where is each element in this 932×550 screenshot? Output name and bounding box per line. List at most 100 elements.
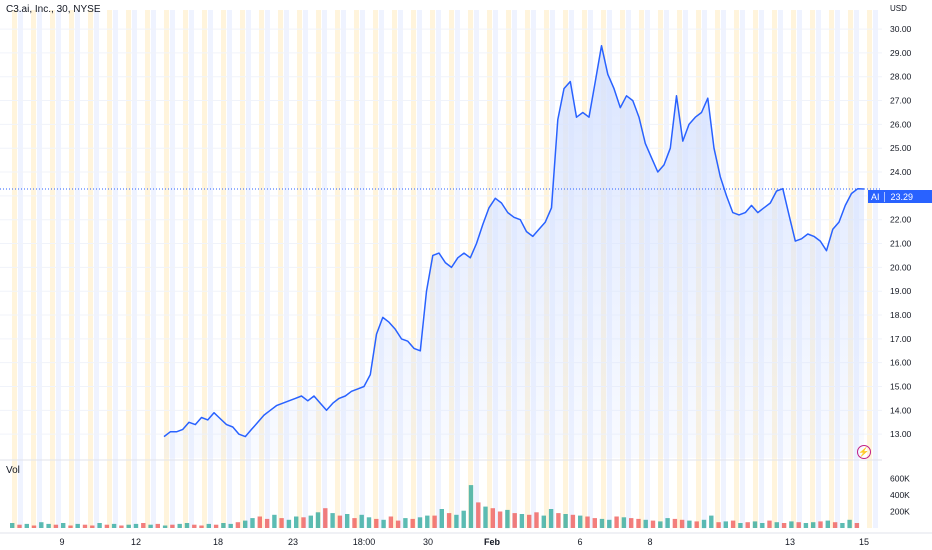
pre-market-band xyxy=(88,10,93,528)
pre-market-band xyxy=(221,10,226,528)
y-tick-label: 14.00 xyxy=(890,405,912,415)
post-market-band xyxy=(56,10,61,528)
x-tick-label: 18 xyxy=(213,537,223,547)
volume-bar xyxy=(199,525,204,528)
x-tick-label: 13 xyxy=(785,537,795,547)
volume-bar xyxy=(672,518,678,528)
post-market-band xyxy=(360,10,365,528)
x-tick-label: 15 xyxy=(859,537,869,547)
post-market-band xyxy=(398,10,403,528)
volume-bar xyxy=(803,523,809,528)
pre-market-band xyxy=(354,10,359,528)
pre-market-band xyxy=(240,10,245,528)
price-line xyxy=(163,44,865,438)
volume-bar xyxy=(585,516,590,528)
volume-bar xyxy=(461,510,466,528)
volume-bar xyxy=(17,524,22,528)
volume-bar xyxy=(264,518,270,528)
volume-pane xyxy=(10,485,860,529)
axes: 13.00 14.00 15.00 16.00 17.00 18.00 19.00 20.00… xyxy=(0,24,932,547)
volume-bar xyxy=(534,512,539,528)
volume-bar xyxy=(643,519,648,529)
post-market-band xyxy=(170,10,175,528)
post-market-band xyxy=(284,10,289,528)
y-tick-label: 13.00 xyxy=(890,429,912,439)
volume-bar xyxy=(730,520,736,528)
y-tick-label: 24.00 xyxy=(890,167,912,177)
volume-bar xyxy=(687,520,692,528)
volume-tick-label: 400K xyxy=(890,490,910,500)
pre-market-band xyxy=(316,10,321,528)
volume-bar xyxy=(206,523,211,528)
volume-bar xyxy=(24,523,29,528)
symbol-title: C3.ai, Inc., 30, NYSE xyxy=(6,4,101,15)
volume-tick-label: 200K xyxy=(890,507,910,517)
x-tick-label: 23 xyxy=(288,537,298,547)
y-tick-label: 28.00 xyxy=(890,72,912,82)
volume-bar xyxy=(126,524,131,528)
volume-bar xyxy=(162,525,168,528)
lightning-icon[interactable]: ⚡ xyxy=(857,445,871,459)
volume-bar xyxy=(359,514,364,528)
volume-bar xyxy=(90,525,95,528)
volume-bar xyxy=(679,519,685,529)
volume-tick-label: 600K xyxy=(890,474,910,484)
volume-bar xyxy=(417,517,423,528)
volume-bar xyxy=(46,523,51,528)
post-market-band xyxy=(18,10,23,528)
volume-bar xyxy=(82,524,88,528)
volume-bar xyxy=(31,525,37,528)
post-market-band xyxy=(379,10,384,528)
volume-bar xyxy=(170,524,175,528)
volume-bar xyxy=(476,502,481,528)
volume-bar xyxy=(483,506,488,528)
pre-market-band xyxy=(392,10,397,528)
last-price-tag: AI 23.29 xyxy=(868,190,932,203)
volume-bar xyxy=(512,513,517,528)
pre-market-band xyxy=(107,10,112,528)
y-tick-label: 16.00 xyxy=(890,358,912,368)
volume-bar xyxy=(381,519,386,529)
post-market-band xyxy=(151,10,156,528)
volume-bar xyxy=(61,523,66,528)
y-tick-label: 22.00 xyxy=(890,215,912,225)
volume-bar xyxy=(505,509,510,529)
pre-market-band xyxy=(259,10,264,528)
pre-market-band xyxy=(297,10,302,528)
x-tick-label: 18:00 xyxy=(353,537,376,547)
volume-bar xyxy=(148,524,153,528)
pre-market-band xyxy=(867,10,872,528)
volume-bar xyxy=(330,513,335,528)
volume-bar xyxy=(155,523,160,528)
y-tick-label: 26.00 xyxy=(890,119,912,129)
volume-bar xyxy=(454,514,459,528)
pre-market-band xyxy=(145,10,150,528)
volume-bar xyxy=(119,525,124,528)
x-tick-label: 8 xyxy=(647,537,652,547)
volume-bar xyxy=(315,512,321,528)
volume-bar xyxy=(184,523,190,528)
volume-bar xyxy=(104,524,110,528)
volume-bar xyxy=(781,523,787,528)
volume-bar xyxy=(774,522,779,528)
volume-bar xyxy=(578,515,583,528)
y-tick-label: 30.00 xyxy=(890,24,912,34)
volume-bar xyxy=(221,523,226,528)
x-tick-label: 6 xyxy=(577,537,582,547)
currency-label: USD xyxy=(890,4,907,13)
volume-bar xyxy=(308,515,313,528)
volume-bar xyxy=(541,515,546,528)
volume-bar xyxy=(629,518,634,528)
post-market-band xyxy=(341,10,346,528)
volume-bar xyxy=(811,522,816,528)
volume-bar xyxy=(468,485,474,528)
volume-bar xyxy=(439,509,444,528)
post-market-band xyxy=(94,10,99,528)
x-tick-label: 30 xyxy=(423,537,433,547)
post-market-band xyxy=(322,10,327,528)
volume-bar xyxy=(796,522,801,528)
volume-bar xyxy=(752,521,758,528)
volume-bar xyxy=(490,508,495,528)
volume-bar xyxy=(68,525,73,528)
